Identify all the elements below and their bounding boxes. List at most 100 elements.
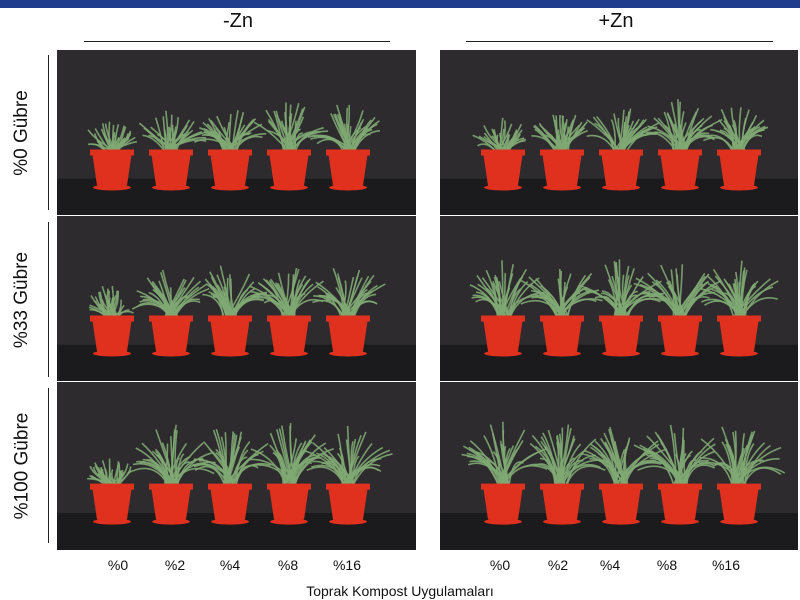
grass-leaf [700,438,738,486]
grass-leaf [284,113,289,152]
grass-leaf [581,453,628,487]
row-label-0-fertilizer: %0 Gübre [11,89,33,176]
potted-plant [253,102,329,191]
pot-rim [90,149,134,156]
grass-leaf [714,275,747,318]
potted-plant [307,104,381,191]
grass-leaf [350,123,378,152]
grass-leaf [492,280,511,318]
grass-leaf [740,270,745,318]
grass-leaf [154,117,165,152]
photo-panel-minus-zn-33 [57,216,416,381]
pot-saucer [543,350,581,357]
grass-leaf [169,429,176,486]
grass-leaf [547,429,564,486]
grass-leaf [469,460,510,487]
potted-plant [88,285,134,357]
potted-plant [127,424,216,525]
grass-leaf [670,269,675,318]
pot-rim [717,149,761,156]
pot-saucer [152,350,190,357]
grass-leaf [741,433,746,486]
grass-leaf [593,446,619,486]
potted-plant [138,110,207,191]
pot-saucer [329,350,367,357]
potted-plant [645,99,723,191]
pot-saucer [152,518,190,525]
grass-leaf [499,440,510,486]
row-label-divider [48,222,49,377]
pot-saucer [484,518,522,525]
grass-leaf [165,110,169,152]
potted-plant [524,424,606,525]
pot-rim [540,315,584,322]
pot-rim [149,483,193,490]
grass-leaf [265,279,284,318]
x-tick-label: %0 [107,557,129,573]
column-title-underline [84,41,390,42]
grass-leaf [288,116,293,152]
grass-leaf [648,295,687,318]
red-pot [269,151,309,186]
grass-leaf [701,298,743,319]
grass-leaf [234,288,249,318]
red-pot [328,485,368,520]
potted-plant [87,121,138,191]
grass-leaf [477,283,506,318]
grass-leaf [639,444,686,487]
grass-leaf [215,451,231,486]
grass-leaf [351,455,360,486]
red-pot [151,485,191,520]
pot-rim [149,149,193,156]
grass-leaf [682,280,709,318]
grass-leaf [680,111,685,152]
grass-leaf [176,453,185,486]
pot-saucer [270,350,308,357]
grass-leaf [559,269,566,318]
grass-leaf [732,430,737,486]
pot-rim [599,149,643,156]
grass-leaf [174,430,178,486]
red-pot [483,317,523,352]
grass-leaf [216,115,237,152]
pot-saucer [329,184,367,191]
red-pot [483,151,523,186]
pot-saucer [661,350,699,357]
pot-rim [599,483,643,490]
grass-leaf [350,274,375,318]
photo-panel-plus-zn-33 [440,216,798,381]
photo-panel-plus-zn-0 [440,50,798,215]
grass-leaf [163,443,169,486]
red-pot [151,151,191,186]
grass-leaf [341,283,386,319]
grass-leaf [274,282,295,318]
grass-leaf [721,426,742,486]
red-pot [542,151,582,186]
pot-rim [481,483,525,490]
pot-saucer [484,350,522,357]
grass-leaf [171,129,194,153]
potted-plant [581,426,668,525]
grass-leaf [173,287,210,318]
grass-leaf [150,126,177,153]
grass-leaf [670,101,683,152]
grass-leaf [219,265,234,318]
pot-saucer [93,518,131,525]
grass-leaf [193,463,230,486]
grass-leaf [243,464,295,487]
pot-saucer [661,518,699,525]
grass-leaf [342,123,347,152]
red-pot [92,151,132,186]
pot-rim [717,483,761,490]
potted-plant [579,259,665,357]
grass-leaf [274,452,287,486]
grass-leaf [163,279,187,318]
grass-leaf [281,268,300,318]
grass-leaf [508,276,524,318]
grass-leaf [481,277,510,318]
grass-leaf [566,274,587,318]
potted-plant [312,268,386,357]
x-axis-label: Toprak Kompost Uygulamaları [306,583,494,599]
pot-saucer [329,518,367,525]
potted-plant [461,421,548,525]
